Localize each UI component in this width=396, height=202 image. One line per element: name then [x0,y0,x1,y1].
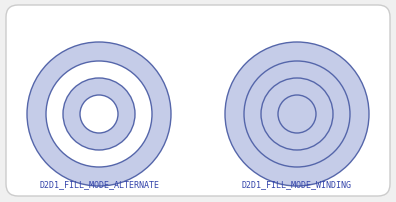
Text: D2D1_FILL_MODE_WINDING: D2D1_FILL_MODE_WINDING [242,180,352,188]
Circle shape [63,79,135,150]
FancyBboxPatch shape [6,6,390,196]
Circle shape [27,43,171,186]
Circle shape [261,79,333,150]
Circle shape [80,96,118,133]
Circle shape [46,62,152,167]
Circle shape [225,43,369,186]
Circle shape [278,96,316,133]
Circle shape [244,62,350,167]
Text: D2D1_FILL_MODE_ALTERNATE: D2D1_FILL_MODE_ALTERNATE [39,180,159,188]
